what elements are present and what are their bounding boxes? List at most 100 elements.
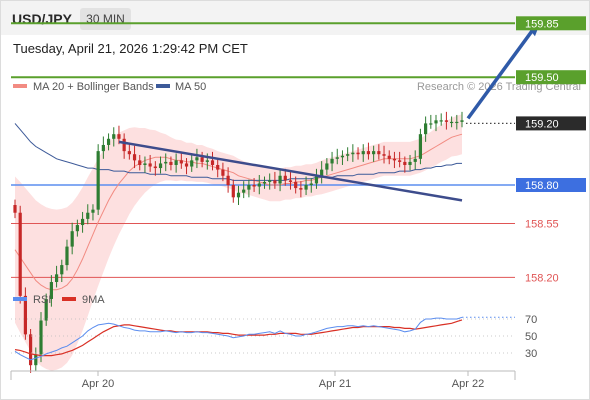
candle-body: [320, 169, 324, 176]
candle-body: [247, 185, 251, 190]
candle-body: [221, 169, 225, 176]
candle-body: [112, 134, 116, 139]
candle: [112, 127, 116, 147]
candle-body: [117, 134, 121, 139]
candle-body: [236, 192, 241, 198]
ma50-line: [14, 123, 462, 181]
ma50-legend-swatch: [156, 84, 170, 88]
bollinger-band-fill: [15, 114, 462, 371]
candle-body: [252, 185, 256, 187]
candle: [44, 293, 48, 326]
candle-body: [39, 320, 43, 355]
level-tag-3: [516, 178, 586, 192]
candle: [13, 199, 17, 219]
candle-body: [288, 180, 293, 182]
candle: [96, 144, 100, 216]
candle-body: [434, 120, 438, 124]
candle: [294, 176, 298, 194]
candle-body: [138, 160, 142, 165]
candle: [314, 168, 319, 189]
candle: [455, 114, 459, 130]
candle-body: [70, 231, 74, 247]
candle: [387, 150, 391, 165]
candle-body: [403, 161, 407, 165]
level-label-3: 158.80: [525, 180, 559, 192]
candle: [54, 265, 59, 288]
candle-body: [216, 164, 220, 170]
rsi-ma9-line: [14, 319, 463, 357]
candle-body: [44, 298, 48, 321]
candle-body: [382, 154, 386, 156]
candle-body: [314, 175, 319, 184]
candle-body: [169, 161, 173, 165]
x-tick-label: Apr 20: [82, 378, 114, 390]
candle-body: [18, 212, 22, 296]
candle: [106, 133, 111, 151]
candle: [278, 170, 282, 192]
candle-body: [153, 166, 157, 169]
candle: [158, 156, 163, 174]
candle: [398, 151, 402, 168]
candle-body: [158, 163, 163, 169]
candle-body: [439, 120, 443, 122]
candle-body: [340, 155, 345, 158]
candle-body: [413, 158, 417, 162]
candle: [382, 145, 386, 164]
candle-body: [80, 218, 85, 226]
level-tag-2: [516, 116, 586, 131]
candle-body: [195, 157, 199, 161]
candle-body: [106, 138, 111, 145]
level-label-2: 159.20: [525, 118, 559, 130]
candle: [70, 222, 74, 255]
candle-body: [127, 151, 131, 155]
candle: [200, 151, 204, 168]
candle: [340, 150, 345, 165]
x-tick-label: Apr 21: [319, 378, 351, 390]
candle-body: [143, 163, 147, 165]
candle-body: [418, 134, 423, 159]
timestamp: Tuesday, April 21, 2026 1:29:42 PM CET: [13, 41, 248, 56]
candle: [75, 219, 79, 237]
candle: [335, 148, 339, 165]
candle-body: [372, 151, 376, 155]
candle: [330, 151, 334, 172]
candle-body: [13, 205, 17, 213]
candle: [231, 179, 235, 203]
rsi-panel: 70 50 30: [11, 314, 537, 361]
candle: [117, 125, 121, 145]
candle: [429, 114, 433, 129]
candle: [450, 116, 454, 128]
candle-body: [325, 163, 329, 170]
candle: [210, 151, 215, 171]
ma9-legend-swatch: [62, 297, 76, 301]
candle-body: [429, 123, 433, 125]
candle: [221, 162, 225, 182]
candle-body: [184, 163, 189, 167]
candle: [403, 156, 407, 173]
candle-body: [455, 121, 459, 124]
candle: [273, 171, 277, 189]
candle-body: [210, 160, 215, 165]
candle: [288, 171, 293, 190]
bollinger-band: [15, 114, 462, 371]
candle-body: [460, 120, 464, 122]
candle: [226, 167, 230, 193]
candle-body: [387, 155, 391, 159]
candle-body: [200, 157, 204, 162]
candle-body: [34, 354, 38, 366]
candle-body: [273, 180, 277, 184]
candle-body: [242, 189, 246, 193]
candle: [320, 161, 324, 184]
candle-body: [91, 209, 95, 213]
candle: [86, 204, 90, 225]
candle-body: [335, 157, 339, 159]
candle-body: [309, 183, 313, 185]
candle: [257, 174, 261, 195]
level-lines: [11, 22, 515, 278]
candle-body: [148, 163, 152, 167]
candle-body: [174, 160, 178, 165]
candle-body: [450, 121, 454, 124]
x-tick-label: Apr 22: [452, 378, 484, 390]
candle-body: [49, 282, 53, 299]
